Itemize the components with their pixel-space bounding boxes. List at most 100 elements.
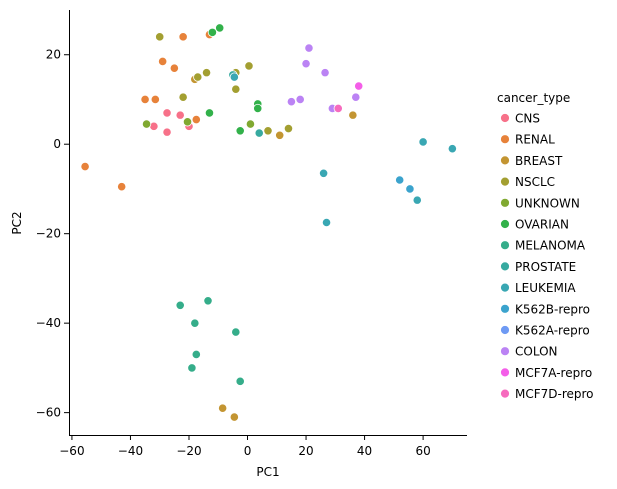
point-melanoma bbox=[191, 349, 201, 360]
legend-marker bbox=[500, 303, 510, 314]
point-renal bbox=[140, 94, 150, 105]
y-tick-label: −40 bbox=[36, 316, 61, 330]
point-leukemia bbox=[229, 72, 239, 82]
point-melanoma bbox=[187, 363, 197, 373]
legend-marker bbox=[500, 367, 510, 378]
legend-marker bbox=[500, 134, 510, 145]
legend-marker bbox=[500, 261, 510, 272]
point-nsclc bbox=[263, 126, 273, 136]
point-renal bbox=[158, 56, 168, 67]
point-ovarian bbox=[207, 27, 217, 37]
point-ovarian bbox=[204, 108, 215, 118]
legend-marker bbox=[500, 113, 510, 123]
legend-label: MELANOMA bbox=[515, 239, 586, 253]
x-tick-label: 60 bbox=[415, 444, 430, 458]
y-tick-label: 0 bbox=[53, 137, 61, 151]
point-cns bbox=[162, 127, 172, 137]
x-tick-label: −60 bbox=[59, 444, 84, 458]
point-breast bbox=[275, 130, 285, 140]
point-nsclc bbox=[155, 32, 165, 42]
legend: cancer_type CNS RENAL BREAST NSCLC UNKNOWN OV… bbox=[497, 91, 594, 401]
y-tick-label: −60 bbox=[36, 406, 61, 420]
point-ovarian bbox=[253, 103, 263, 114]
y-ticks: −60 −40 −20 0 20 bbox=[36, 48, 69, 420]
point-renal bbox=[150, 94, 160, 105]
point-colon bbox=[304, 43, 314, 53]
legend-label: K562B-repro bbox=[515, 302, 590, 316]
point-unknown bbox=[141, 119, 152, 129]
point-nsclc bbox=[244, 61, 254, 71]
point-nsclc bbox=[231, 84, 241, 94]
legend-marker bbox=[500, 197, 510, 208]
legend-marker bbox=[500, 388, 510, 399]
legend-items: CNS RENAL BREAST NSCLC UNKNOWN OVARIAN MELANOM… bbox=[500, 112, 594, 401]
point-prostate bbox=[254, 128, 264, 138]
point-mcf7d-repro bbox=[333, 103, 343, 114]
x-tick-label: −40 bbox=[118, 444, 143, 458]
point-renal bbox=[169, 63, 179, 73]
legend-marker bbox=[500, 240, 510, 251]
legend-label: OVARIAN bbox=[515, 218, 569, 232]
x-tick-label: −20 bbox=[176, 444, 201, 458]
legend-label: BREAST bbox=[515, 154, 563, 168]
point-leukemia bbox=[321, 217, 332, 228]
point-melanoma bbox=[190, 318, 200, 328]
point-breast bbox=[348, 110, 358, 120]
y-tick-label: −20 bbox=[36, 227, 61, 241]
point-breast bbox=[218, 403, 228, 413]
point-colon bbox=[286, 97, 297, 107]
point-unknown bbox=[182, 117, 193, 127]
y-tick-label: 20 bbox=[46, 48, 61, 62]
x-tick-label: 40 bbox=[357, 444, 372, 458]
legend-label: NSCLC bbox=[515, 175, 555, 189]
point-melanoma bbox=[175, 300, 185, 310]
point-nsclc bbox=[201, 68, 212, 78]
point-nsclc bbox=[178, 92, 188, 102]
point-nsclc bbox=[283, 123, 294, 134]
legend-label: K562A-repro bbox=[515, 324, 590, 338]
point-leukemia bbox=[418, 137, 428, 147]
point-renal bbox=[80, 161, 90, 172]
legend-label: LEUKEMIA bbox=[515, 281, 576, 295]
x-tick-label: 0 bbox=[244, 444, 252, 458]
point-renal bbox=[117, 182, 127, 192]
point-colon bbox=[320, 68, 330, 78]
legend-label: MCF7D-repro bbox=[515, 387, 594, 401]
point-unknown bbox=[245, 119, 256, 129]
point-renal bbox=[178, 32, 188, 42]
point-cns bbox=[175, 110, 185, 120]
point-melanoma bbox=[231, 327, 241, 337]
point-renal bbox=[191, 115, 201, 125]
legend-marker bbox=[500, 176, 510, 187]
point-leukemia bbox=[412, 195, 422, 205]
legend-label: UNKNOWN bbox=[515, 196, 580, 210]
legend-label: COLON bbox=[515, 345, 558, 359]
legend-marker bbox=[500, 282, 510, 293]
point-ovarian bbox=[235, 126, 245, 136]
legend-title: cancer_type bbox=[497, 91, 570, 105]
point-cns bbox=[162, 108, 172, 118]
y-axis-label: PC2 bbox=[10, 211, 24, 234]
point-colon bbox=[295, 94, 305, 105]
legend-label: RENAL bbox=[515, 133, 555, 147]
point-leukemia bbox=[319, 168, 329, 178]
legend-label: CNS bbox=[515, 112, 540, 126]
point-ovarian bbox=[215, 23, 225, 33]
point-colon bbox=[351, 92, 361, 102]
point-k562b-repro bbox=[395, 175, 405, 185]
point-melanoma bbox=[235, 376, 245, 386]
legend-marker bbox=[500, 155, 510, 166]
plot-points bbox=[80, 23, 457, 422]
x-axis-label: PC1 bbox=[256, 465, 279, 479]
legend-marker bbox=[500, 219, 510, 229]
point-k562b-repro bbox=[405, 184, 415, 194]
x-tick-label: 20 bbox=[298, 444, 313, 458]
point-colon bbox=[301, 59, 311, 69]
point-breast bbox=[229, 412, 239, 422]
point-mcf7a-repro bbox=[354, 81, 364, 91]
point-leukemia bbox=[447, 144, 457, 154]
point-melanoma bbox=[203, 296, 213, 306]
legend-label: PROSTATE bbox=[515, 260, 576, 274]
legend-marker bbox=[500, 325, 510, 335]
